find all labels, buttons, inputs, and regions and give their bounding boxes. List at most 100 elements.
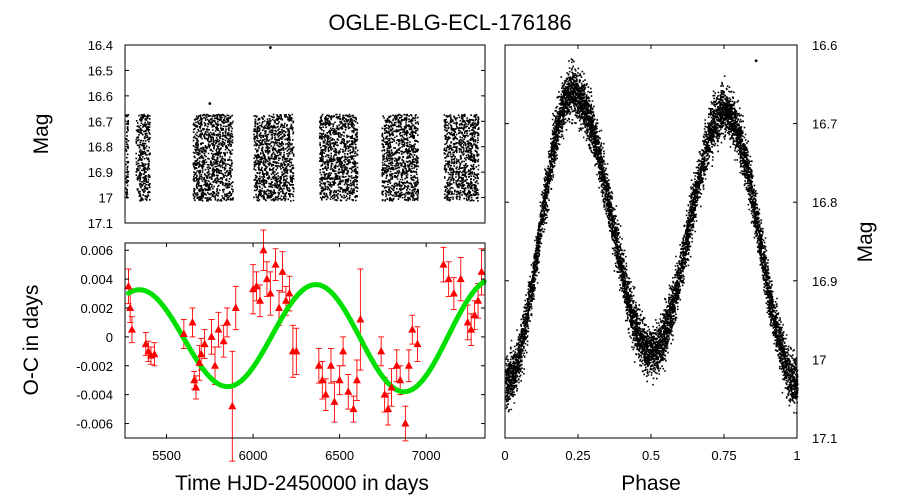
- oc-point: [401, 419, 410, 427]
- oc-point: [314, 361, 323, 369]
- oc-point: [252, 281, 261, 290]
- chart-title: OGLE-BLG-ECL-176186: [328, 10, 571, 35]
- oc-point: [456, 274, 465, 283]
- oc-point: [197, 349, 206, 358]
- oc-point: [127, 325, 136, 333]
- oc-marks: [124, 229, 487, 462]
- lightcurve-time-y-tick-label: 16.6: [88, 89, 113, 104]
- phased-x-tick-label: 0.75: [711, 448, 736, 463]
- oc-point: [404, 361, 413, 369]
- oc-y-tick-label: -0.002: [76, 359, 113, 374]
- lightcurve-time-outlier: [268, 46, 272, 49]
- oc-point: [318, 375, 327, 384]
- phased-x-ticks: 0 0.25 0.5 0.75 1: [501, 45, 801, 463]
- phased-lightcurve-points: [505, 58, 799, 414]
- lightcurve-time-y-tick-label: 17.1: [88, 216, 113, 231]
- oc-point: [330, 397, 339, 405]
- oc-y-label: O-C in days: [20, 285, 43, 396]
- oc-point: [387, 382, 396, 391]
- oc-fit-curve: [126, 279, 487, 395]
- oc-point: [474, 296, 483, 304]
- oc-point: [278, 267, 287, 275]
- phased-y-tick-label: 17.1: [812, 431, 837, 446]
- oc-point: [477, 267, 486, 275]
- lightcurve-time-y-tick-label: 16.7: [88, 114, 113, 129]
- oc-y-tick-label: 0.002: [80, 301, 113, 316]
- phased-y-tick-label: 16.9: [812, 274, 837, 289]
- phased-x-tick-label: 0.5: [642, 448, 660, 463]
- phased-y-tick-label: 17: [812, 352, 826, 367]
- oc-point: [408, 325, 417, 333]
- lightcurve-time-y-tick-label: 17: [99, 191, 113, 206]
- lightcurve-time-y-tick-label: 16.8: [88, 140, 113, 155]
- oc-point: [444, 274, 453, 283]
- oc-point: [467, 325, 476, 333]
- oc-point: [349, 404, 358, 413]
- oc-point: [271, 260, 280, 268]
- oc-point: [188, 317, 197, 326]
- phased-x-tick-label: 1: [793, 448, 800, 463]
- oc-x-tick-label: 5500: [152, 448, 181, 463]
- lightcurve-time-outlier: [208, 102, 212, 105]
- oc-point: [275, 303, 284, 311]
- oc-y-tick-label: -0.006: [76, 417, 113, 432]
- oc-point: [335, 375, 344, 384]
- oc-y-tick-label: 0.006: [80, 243, 113, 258]
- oc-x-tick-label: 6000: [239, 448, 268, 463]
- oc-point: [195, 358, 204, 366]
- phased-x-tick-label: 0.25: [565, 448, 590, 463]
- oc-point: [281, 296, 290, 304]
- oc-point: [266, 289, 275, 297]
- oc-point: [377, 346, 386, 355]
- oc-point: [396, 375, 405, 384]
- lightcurve-time-y-ticks: 16.4 16.5 16.6 16.7 16.8 16.9 17 17.1: [88, 38, 485, 231]
- oc-point: [285, 289, 294, 297]
- oc-point: [356, 315, 365, 323]
- phased-lightcurve-dots: [505, 58, 799, 414]
- oc-point: [380, 390, 389, 398]
- oc-x-ticks: 5500 6000 6500 7000: [152, 243, 441, 463]
- phased-y-tick-label: 16.7: [812, 117, 837, 132]
- oc-point: [190, 375, 199, 384]
- oc-point: [211, 361, 219, 369]
- lightcurve-time-frame: [124, 44, 486, 224]
- oc-point: [344, 387, 353, 395]
- oc-point: [449, 289, 458, 297]
- oc-point: [124, 281, 133, 290]
- phased-lightcurve-outlier: [754, 59, 758, 63]
- lightcurve-time-panel: 16.4 16.5 16.6 16.7 16.8 16.9 17 17.1 Mag: [30, 38, 486, 231]
- oc-point: [150, 349, 159, 358]
- oc-point: [292, 346, 301, 355]
- oc-point: [179, 329, 188, 337]
- oc-diagram-frame: [124, 242, 486, 439]
- oc-point: [463, 317, 472, 326]
- oc-y-tick-label: 0: [106, 330, 113, 345]
- oc-x-tick-label: 6500: [325, 448, 354, 463]
- phased-x-tick-label: 0: [501, 448, 508, 463]
- oc-x-label: Time HJD-2450000 in days: [175, 472, 429, 495]
- phased-lightcurve-frame: [504, 44, 798, 439]
- lightcurve-time-y-label: Mag: [30, 114, 53, 155]
- phased-y-ticks: 16.6 16.7 16.8 16.9 17 17.1: [505, 38, 837, 446]
- oc-point: [352, 375, 361, 384]
- oc-point: [262, 274, 271, 283]
- oc-point: [231, 303, 240, 311]
- oc-point: [207, 332, 216, 340]
- oc-point: [321, 390, 330, 398]
- oc-y-ticks: -0.006 -0.004 -0.002 0 0.002 0.004 0.006: [76, 243, 485, 432]
- oc-point: [339, 346, 348, 355]
- oc-point: [191, 382, 200, 391]
- oc-point: [326, 361, 335, 369]
- lightcurve-time-points: [125, 46, 480, 202]
- oc-point: [413, 339, 422, 348]
- oc-point: [126, 303, 135, 311]
- oc-y-tick-label: 0.004: [80, 272, 113, 287]
- oc-point: [439, 260, 448, 268]
- oc-point: [384, 404, 393, 413]
- oc-point: [228, 401, 237, 410]
- lightcurve-time-dots: [125, 113, 480, 202]
- oc-point: [200, 339, 209, 348]
- oc-diagram-panel: -0.006 -0.004 -0.002 0 0.002 0.004 0.006 5500 6…: [20, 229, 487, 495]
- lightcurve-time-y-tick-label: 16.9: [88, 165, 113, 180]
